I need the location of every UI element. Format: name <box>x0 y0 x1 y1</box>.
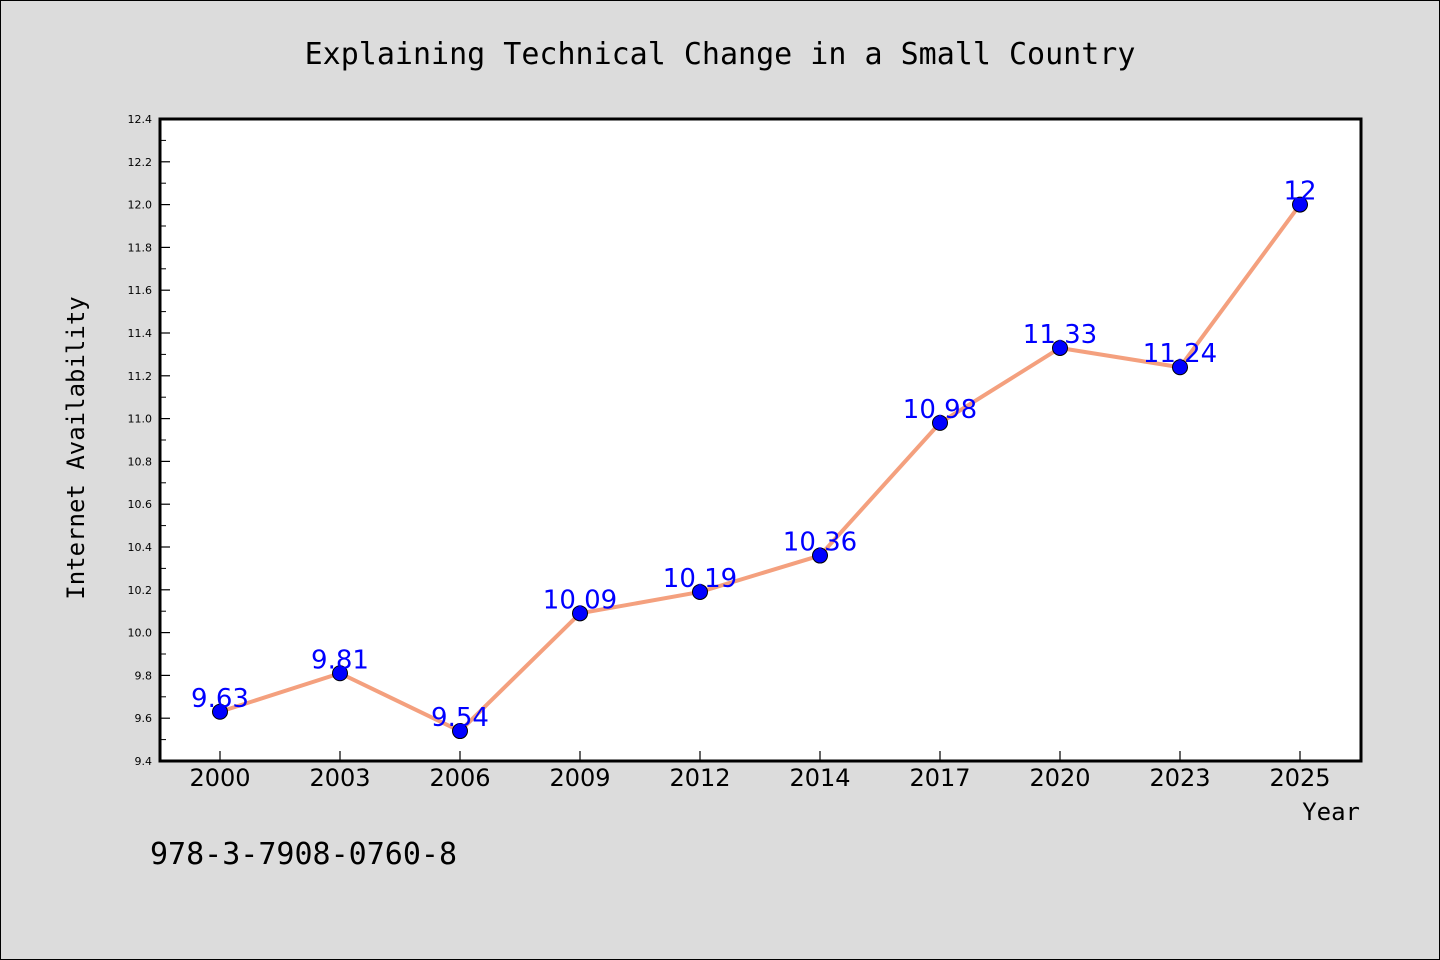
y-tick-label: 12.4 <box>128 113 153 126</box>
data-label: 9.54 <box>431 703 489 733</box>
y-axis-label: Internet Availability <box>62 296 90 599</box>
data-point <box>332 665 348 682</box>
x-tick-label: 2003 <box>309 764 370 792</box>
x-tick-label: 2017 <box>909 764 970 792</box>
series-line <box>219 203 1302 734</box>
y-tick-label: 10.6 <box>128 498 153 511</box>
x-tick-label: 2020 <box>1029 764 1090 792</box>
chart-title: Explaining Technical Change in a Small C… <box>305 37 1136 72</box>
x-tick-label: 2014 <box>789 764 850 792</box>
data-point <box>692 583 708 600</box>
data-point <box>812 547 828 564</box>
y-tick-label: 11.0 <box>128 413 153 426</box>
series-markers <box>212 196 1308 740</box>
x-tick-label: 2009 <box>549 764 610 792</box>
y-tick-label: 9.4 <box>135 755 153 768</box>
y-axis: 9.4 9.6 9.8 10.0 10.2 10.4 10.6 10.8 11.0 11.2 11.… <box>128 113 170 768</box>
plot-area <box>158 117 1363 763</box>
data-label: 10.36 <box>783 528 857 558</box>
x-tick-label: 2012 <box>669 764 730 792</box>
data-label: 9.81 <box>311 645 369 675</box>
y-tick-label: 9.8 <box>135 669 153 682</box>
data-point <box>1052 339 1068 356</box>
y-tick-label: 10.8 <box>128 455 153 468</box>
y-tick-label: 11.6 <box>128 284 153 297</box>
y-tick-label: 12.2 <box>128 156 153 169</box>
y-tick-label: 11.4 <box>128 327 153 340</box>
y-tick-label: 11.2 <box>128 370 153 383</box>
data-point <box>1292 196 1308 213</box>
data-label: 10.09 <box>543 585 617 615</box>
y-tick-label: 11.8 <box>128 241 153 254</box>
data-label: 9.63 <box>191 684 249 714</box>
x-tick-label: 2023 <box>1149 764 1210 792</box>
x-axis-label: Year <box>1302 798 1360 826</box>
y-tick-label: 10.4 <box>128 541 153 554</box>
x-tick-label: 2006 <box>429 764 490 792</box>
y-tick-label: 9.6 <box>135 712 153 725</box>
x-tick-label: 2025 <box>1269 764 1330 792</box>
data-label: 10.19 <box>663 564 737 594</box>
data-point <box>452 723 468 740</box>
data-point <box>1172 359 1188 376</box>
data-labels: 9.63 9.81 9.54 10.09 10.19 10.36 10.98 11.33 11.… <box>191 177 1316 733</box>
data-label: 11.33 <box>1023 320 1097 350</box>
x-axis: 2000 2003 2006 2009 2012 2014 2017 2020 2023 2025 <box>189 751 1331 792</box>
y-tick-label: 12.0 <box>128 199 153 212</box>
data-label: 10.98 <box>903 395 977 425</box>
y-tick-label: 10.0 <box>128 627 153 640</box>
y-tick-label: 10.2 <box>128 584 153 597</box>
data-point <box>932 414 948 431</box>
x-tick-label: 2000 <box>189 764 250 792</box>
data-label: 11.24 <box>1143 339 1217 369</box>
data-label: 12 <box>1283 177 1316 207</box>
isbn-text: 978-3-7908-0760-8 <box>150 837 457 872</box>
data-point <box>572 605 588 622</box>
data-point <box>212 703 228 720</box>
